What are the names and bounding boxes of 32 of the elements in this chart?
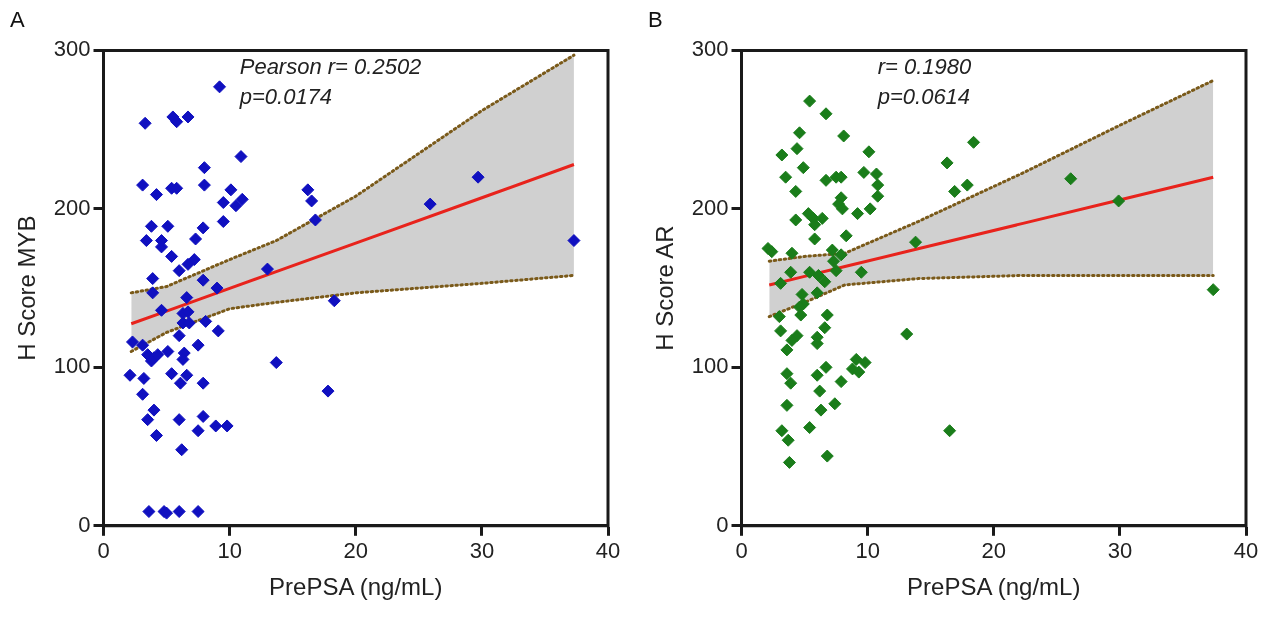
x-axis-title: PrePSA (ng/mL) [269, 573, 443, 601]
x-tick-label: 20 [981, 538, 1006, 564]
line-series [129, 53, 576, 295]
x-tick-label: 30 [1107, 538, 1133, 564]
y-tick-label: 200 [53, 194, 91, 220]
chart-title: B [648, 7, 663, 33]
y-axis-title: H Score AR [651, 225, 679, 351]
y-tick-label: 100 [53, 353, 91, 379]
x-tick-label: 10 [217, 538, 242, 564]
annotation: r= 0.1980 [877, 53, 973, 79]
x-tick-label: 10 [855, 538, 880, 564]
y-tick-label: 100 [691, 353, 729, 379]
y-tick-label: 200 [691, 194, 729, 220]
x-tick-label: 0 [735, 538, 748, 564]
chart-title: A [10, 7, 25, 33]
annotation: Pearson r= 0.2502 [239, 53, 422, 79]
x-tick-label: 20 [343, 538, 368, 564]
line-series [767, 79, 1215, 263]
y-tick-label: 0 [716, 511, 729, 537]
y-axis-title: H Score MYB [13, 215, 41, 361]
x-tick-label: 40 [1233, 538, 1259, 564]
x-tick-label: 0 [97, 538, 110, 564]
y-tick-label: 0 [78, 511, 91, 537]
line-series [129, 273, 576, 353]
y-tick-label: 300 [691, 36, 729, 62]
y-tick-label: 300 [53, 36, 91, 62]
x-tick-label: 30 [469, 538, 495, 564]
x-tick-label: 40 [595, 538, 621, 564]
annotation: p=0.0174 [238, 83, 333, 109]
annotation: p=0.0614 [876, 83, 971, 109]
x-axis-title: PrePSA (ng/mL) [907, 573, 1081, 601]
line-series [767, 273, 1215, 319]
